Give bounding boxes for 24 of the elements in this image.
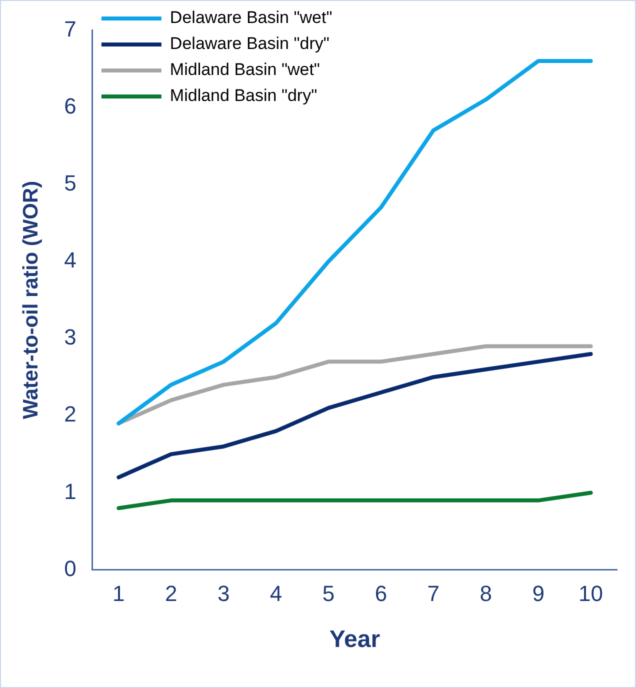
legend-label: Delaware Basin "wet" [170, 8, 332, 28]
y-tick-label: 4 [64, 248, 76, 273]
x-tick-label: 4 [270, 581, 282, 606]
x-tick-label: 8 [480, 581, 492, 606]
x-tick-label: 9 [532, 581, 544, 606]
y-tick-label: 1 [64, 478, 76, 504]
legend-label: Midland Basin "wet" [170, 60, 320, 80]
x-axis-title: Year [329, 626, 380, 654]
y-tick-label: 7 [64, 16, 76, 42]
x-tick-label: 2 [164, 581, 178, 606]
x-tick-label: 7 [427, 581, 440, 606]
x-tick-label: 3 [217, 581, 230, 606]
x-tick-label: 10 [578, 581, 604, 606]
y-tick-label: 6 [64, 93, 76, 118]
legend-label: Delaware Basin "dry" [170, 34, 330, 54]
x-tick-label: 1 [112, 581, 125, 606]
x-tick-label: 6 [374, 581, 388, 606]
y-axis-title: Water-to-oil ratio (WOR) [19, 180, 42, 420]
y-tick-label: 2 [64, 402, 76, 427]
x-tick-label: 5 [322, 581, 335, 606]
y-tick-label: 5 [64, 170, 76, 196]
legend-label: Midland Basin "dry" [170, 86, 318, 106]
y-tick-label: 3 [64, 324, 76, 350]
y-tick-label: 0 [64, 556, 76, 581]
